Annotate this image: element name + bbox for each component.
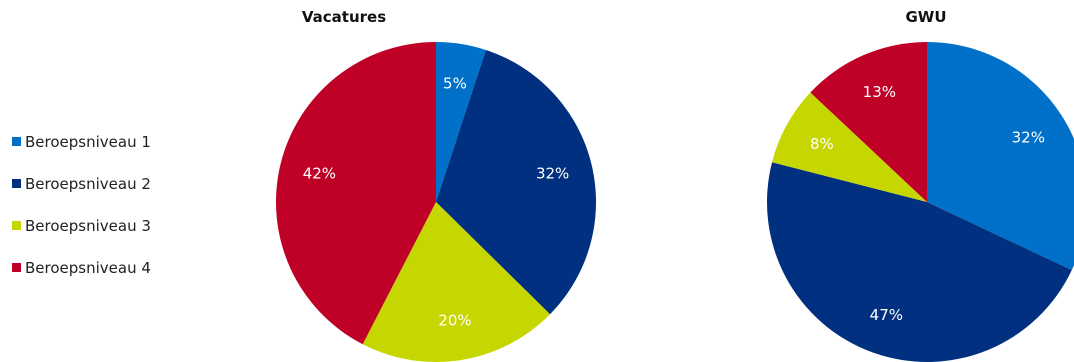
legend-swatch-3	[12, 221, 21, 230]
legend-item-beroepsniveau-3: Beroepsniveau 3	[12, 215, 212, 236]
chart-title-gwu: GWU	[905, 8, 947, 26]
pie-slice	[436, 49, 596, 315]
pie-slice	[767, 162, 1072, 362]
legend-label: Beroepsniveau 1	[25, 132, 151, 151]
legend: Beroepsniveau 1 Beroepsniveau 2 Beroepsn…	[12, 131, 212, 299]
pie-data-label: 42%	[303, 165, 336, 183]
legend-label: Beroepsniveau 4	[25, 258, 151, 277]
legend-label: Beroepsniveau 3	[25, 216, 151, 235]
pie-slice	[275, 42, 436, 345]
legend-swatch-2	[12, 179, 21, 188]
legend-item-beroepsniveau-2: Beroepsniveau 2	[12, 173, 212, 194]
legend-swatch-4	[12, 263, 21, 272]
legend-item-beroepsniveau-4: Beroepsniveau 4	[12, 257, 212, 278]
pie-data-label: 32%	[1012, 129, 1045, 147]
legend-label: Beroepsniveau 2	[25, 174, 151, 193]
pie-slice	[436, 42, 486, 202]
pie-data-label: 20%	[438, 311, 471, 329]
pie-data-label: 5%	[443, 75, 467, 93]
pie-slice	[772, 92, 927, 202]
chart-title-vacatures: Vacatures	[301, 8, 387, 26]
pie-slice	[810, 42, 927, 202]
pie-chart-gwu: 32% 47% 8% 13%	[767, 42, 1074, 362]
pie-chart-vacatures: 5% 32% 20% 42%	[275, 42, 596, 362]
pie-slice	[362, 202, 551, 362]
pie-data-label: 32%	[536, 165, 569, 183]
pie-data-label: 8%	[810, 135, 834, 153]
pie-slice	[927, 42, 1074, 271]
legend-item-beroepsniveau-1: Beroepsniveau 1	[12, 131, 212, 152]
legend-swatch-1	[12, 137, 21, 146]
pie-data-label: 47%	[870, 306, 903, 324]
pie-data-label: 13%	[863, 83, 896, 101]
